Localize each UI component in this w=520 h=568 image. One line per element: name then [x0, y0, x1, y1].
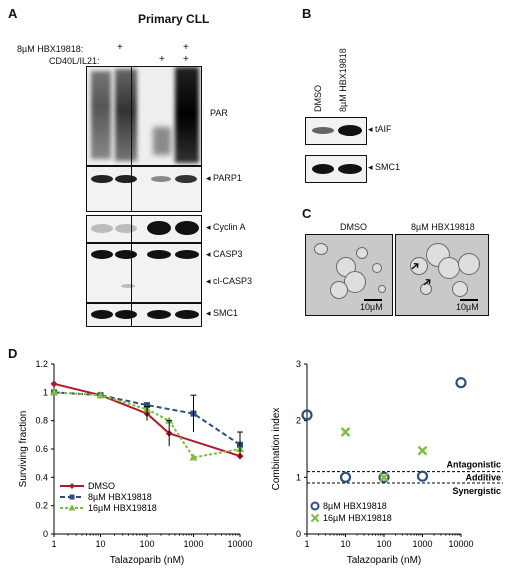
- x-tick-label: 100: [376, 539, 391, 549]
- series-line-2: [53, 391, 241, 446]
- micrograph-label-hbx: 8µM HBX19818: [411, 222, 475, 232]
- blot-taif: [305, 117, 367, 145]
- plus-sign: +: [159, 54, 165, 65]
- lane-label-hbx: 8µM HBX19818: [338, 48, 348, 112]
- x-tick-label: 1000: [183, 539, 203, 549]
- data-point: [455, 377, 467, 389]
- x-tick-label: 1: [304, 539, 309, 549]
- micrograph-label-dmso: DMSO: [340, 222, 367, 232]
- y-axis-label: Combination index: [271, 408, 282, 491]
- band-label-cyclin-a-text: Cyclin A: [213, 222, 246, 232]
- panel-label-c: C: [302, 206, 312, 221]
- x-tick-label: 1: [51, 539, 56, 549]
- band-label-parp1-text: PARP1: [213, 173, 242, 183]
- y-tick-label: 0.8: [35, 416, 48, 426]
- blot-parp1: [86, 166, 202, 212]
- x-tick-label: 10: [340, 539, 350, 549]
- blot-casp3: [86, 243, 202, 303]
- band-label-smc1-b-text: SMC1: [375, 162, 401, 172]
- plus-sign: +: [183, 54, 189, 65]
- data-point: [50, 380, 58, 388]
- scale-bar-dmso: 10µM: [360, 302, 383, 312]
- treatment-label-hbx: 8µM HBX19818:: [17, 44, 84, 54]
- data-point: [339, 471, 352, 483]
- y-tick-label: 2: [296, 416, 301, 426]
- x-tick-label: 10000: [227, 539, 252, 549]
- data-point: [96, 391, 105, 399]
- blot-smc1-b: [305, 155, 367, 183]
- lane-label-dmso: DMSO: [313, 85, 323, 112]
- panel-label-b: B: [302, 6, 312, 21]
- y-tick-label: 0.2: [35, 501, 48, 511]
- region-label-synergistic: Synergistic: [452, 486, 501, 496]
- data-point: [340, 427, 351, 437]
- scale-bar-hbx: 10µM: [456, 302, 479, 312]
- chart-surviving-fraction: 1 10 100 1000 10000 0 0.2 0.4 0.6 0.8 1 1.2 Talazopa…: [18, 359, 253, 566]
- band-label-cyclin-a: ◂ Cyclin A: [206, 222, 246, 232]
- band-label-parp1: ◂ PARP1: [206, 173, 242, 183]
- data-point: [416, 470, 429, 482]
- data-point: [379, 472, 389, 483]
- series-line-3: [53, 391, 241, 459]
- legend-marker: [310, 513, 320, 523]
- y-tick-label: 3: [296, 359, 301, 369]
- y-tick-label: 1: [43, 387, 48, 397]
- blot-smc1-a: [86, 303, 202, 327]
- data-point: [50, 388, 58, 396]
- region-label-additive: Additive: [465, 472, 501, 482]
- treatment-label-cd40l: CD40L/IL21:: [49, 56, 100, 66]
- x-tick-label: 10000: [448, 539, 473, 549]
- legend-label: 16µM HBX19818: [88, 503, 157, 513]
- x-axis-label: Talazoparib (nM): [110, 555, 184, 566]
- band-label-par: PAR: [210, 108, 228, 118]
- region-label-antagonistic: Antagonistic: [446, 460, 501, 470]
- x-tick-label: 10: [95, 539, 105, 549]
- band-label-smc1-a-text: SMC1: [213, 308, 239, 318]
- y-tick-label: 0: [43, 529, 48, 539]
- y-tick-label: 0.4: [35, 472, 48, 482]
- y-tick-label: 0: [296, 529, 301, 539]
- band-label-cl-casp3: ◂ cl-CASP3: [206, 276, 253, 286]
- data-point: [378, 471, 390, 483]
- legend-marker: [69, 494, 75, 500]
- band-label-smc1-b: ◂ SMC1: [368, 162, 401, 172]
- legend-label: DMSO: [88, 481, 115, 491]
- data-point: [417, 445, 428, 456]
- y-axis-label: Surviving fraction: [18, 411, 29, 488]
- panel-label-d: D: [8, 346, 18, 361]
- y-tick-label: 1.2: [35, 359, 48, 369]
- y-tick-label: 0.6: [35, 444, 48, 454]
- blot-par: [86, 66, 202, 166]
- data-point: [165, 416, 174, 424]
- legend-label: 8µM HBX19818: [88, 492, 152, 502]
- band-label-casp3: ◂ CASP3: [206, 249, 243, 259]
- band-label-taif-text: tAIF: [375, 124, 392, 134]
- legend-marker: [310, 501, 320, 511]
- data-point: [144, 402, 150, 409]
- x-axis-label: Talazoparib (nM): [347, 555, 421, 566]
- panel-label-a: A: [8, 6, 18, 21]
- x-tick-label: 100: [139, 539, 154, 549]
- y-tick-label: 1: [296, 472, 301, 482]
- band-label-taif: ◂ tAIF: [368, 124, 392, 134]
- band-label-casp3-text: CASP3: [213, 249, 243, 259]
- blot-cyclin-a: [86, 215, 202, 243]
- band-label-cl-casp3-text: cl-CASP3: [213, 276, 253, 286]
- legend-label: 16µM HBX19818: [323, 513, 392, 523]
- x-tick-label: 1000: [412, 539, 432, 549]
- legend-marker: [69, 483, 75, 489]
- panel-a-title: Primary CLL: [138, 12, 210, 26]
- data-point: [189, 453, 198, 461]
- data-point: [301, 409, 313, 421]
- legend-marker: [68, 504, 76, 511]
- band-label-smc1-a: ◂ SMC1: [206, 308, 239, 318]
- plus-sign: +: [117, 42, 123, 53]
- legend-label: 8µM HBX19818: [323, 501, 387, 511]
- micrograph-dmso: 10µM: [305, 234, 393, 316]
- micrograph-hbx: ➜ ➜ 10µM: [395, 234, 489, 316]
- plus-sign: +: [183, 42, 189, 53]
